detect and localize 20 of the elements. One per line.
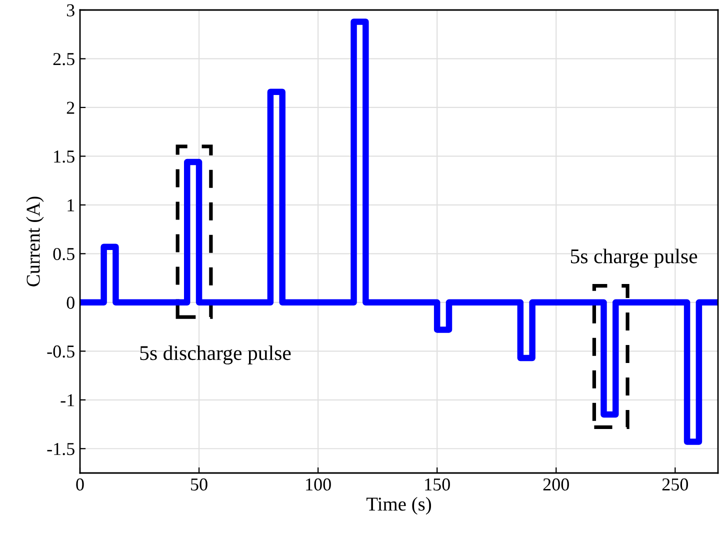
y-tick-label: -1: [60, 394, 74, 406]
x-tick-label: 0: [76, 478, 84, 491]
x-tick-label: 200: [543, 478, 569, 491]
y-tick-label: -0.5: [47, 345, 74, 358]
y-tick-label: 2: [66, 102, 74, 114]
y-tick-label: 0: [66, 296, 74, 309]
y-tick-label: 3: [66, 4, 74, 16]
annotation: 5s charge pulse: [570, 248, 698, 268]
y-tick-label: 2.5: [53, 53, 74, 66]
x-tick-label: 150: [425, 478, 450, 491]
y-tick-label: -1.5: [47, 442, 74, 456]
y-axis-title: Current (A): [26, 196, 44, 286]
x-axis-title: Time (s): [366, 497, 432, 515]
x-tick-label: 250: [662, 478, 688, 491]
y-tick-label: 1: [68, 199, 74, 212]
y-tick-label: 1.5: [54, 150, 74, 163]
x-tick-label: 100: [306, 478, 331, 491]
annotation: 5s discharge pulse: [140, 345, 291, 364]
x-tick-label: 50: [191, 478, 208, 491]
y-tick-label: 0.5: [53, 248, 74, 260]
